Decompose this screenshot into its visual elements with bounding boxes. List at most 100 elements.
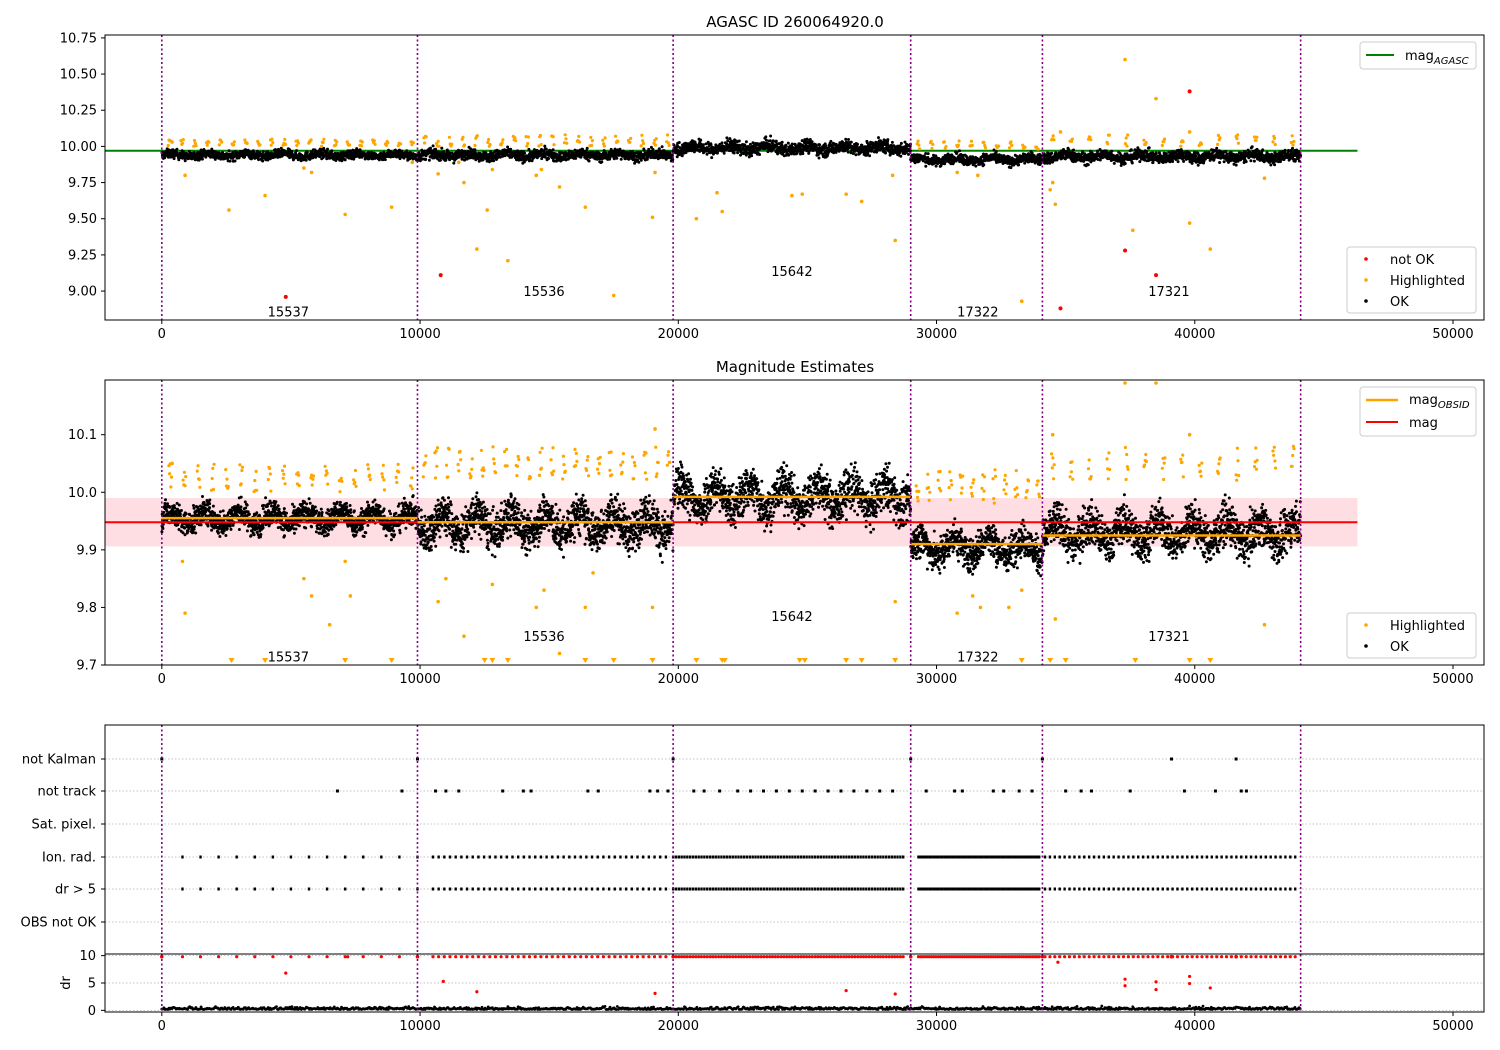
p1-ok-point-2797 bbox=[810, 140, 814, 144]
p1-highlighted-point-63 bbox=[360, 140, 364, 144]
p1-ok-point-2757 bbox=[801, 152, 805, 156]
p1-ok-point-749 bbox=[334, 159, 338, 162]
p1-ok-point-4433 bbox=[1190, 161, 1194, 165]
p1-ok-point-3106 bbox=[882, 148, 886, 151]
p1-ok-point-2477 bbox=[736, 151, 740, 155]
p1-ok-point-411 bbox=[256, 149, 259, 153]
p1-ok-point-2733 bbox=[795, 151, 799, 155]
p1-ok-point-2345 bbox=[705, 152, 709, 156]
panel-1-title: AGASC ID 260064920.0 bbox=[706, 13, 884, 31]
p1-ok-point-2619 bbox=[769, 134, 773, 138]
p1-ok-point-1151 bbox=[427, 158, 431, 162]
p1-ok-point-2103 bbox=[649, 156, 653, 160]
p1-ok-point-2696 bbox=[787, 153, 791, 157]
p1-ok-point-1780 bbox=[574, 156, 578, 160]
p1-ok-point-4171 bbox=[1129, 148, 1133, 152]
p1-ok-point-4145 bbox=[1123, 162, 1127, 165]
p1-ok-point-2993 bbox=[856, 142, 859, 146]
p1-ok-point-4248 bbox=[1147, 146, 1151, 150]
p1-ok-point-100 bbox=[183, 159, 187, 163]
p1-ok-point-3240 bbox=[913, 161, 917, 165]
p1-ok-point-4396 bbox=[1182, 159, 1186, 163]
p1-ok-point-52 bbox=[172, 157, 176, 161]
p1-ok-point-1561 bbox=[523, 151, 527, 155]
p1-ok-point-621 bbox=[304, 158, 308, 162]
p1-ok-point-2239 bbox=[680, 154, 684, 158]
panel-agasc: AGASC ID 260064920.0 1553715536156421732… bbox=[60, 13, 1485, 342]
p1-highlighted-point-67 bbox=[373, 142, 377, 146]
p1-highlighted-point-62 bbox=[359, 144, 364, 148]
p1-ok-point-3986 bbox=[1086, 163, 1090, 167]
p1-ok-point-460 bbox=[267, 151, 271, 155]
p1-ok-point-2712 bbox=[790, 142, 794, 146]
p1-highlighted-point-31 bbox=[258, 143, 262, 147]
p1-ok-point-1976 bbox=[619, 157, 623, 161]
p1-ok-point-1256 bbox=[452, 161, 456, 165]
p1-highlighted-point-23 bbox=[232, 140, 236, 144]
p1-ok-point-2094 bbox=[647, 147, 651, 151]
p1-ok-point-2695 bbox=[786, 141, 790, 145]
p1-highlighted-point-22 bbox=[232, 143, 236, 147]
p1-ok-point-891 bbox=[367, 150, 371, 154]
p1-highlighted-point-69 bbox=[384, 143, 388, 147]
p1-ok-point-2827 bbox=[817, 156, 821, 160]
p1-ok-point-2878 bbox=[829, 139, 833, 143]
p1-ok-point-2152 bbox=[660, 145, 664, 149]
p1-ok-point-4459 bbox=[1196, 163, 1200, 167]
p1-ok-point-4175 bbox=[1130, 161, 1134, 165]
p1-ok-point-3502 bbox=[974, 164, 978, 168]
p1-highlighted-point-7 bbox=[181, 138, 185, 142]
p1-highlighted-point-0 bbox=[166, 143, 170, 148]
p1-ok-point-2515 bbox=[744, 140, 748, 144]
p1-ok-point-853 bbox=[358, 148, 362, 152]
p1-highlighted-point-54 bbox=[334, 143, 338, 147]
p1-ok-point-2685 bbox=[784, 144, 788, 148]
p1-ok-point-4551 bbox=[1218, 161, 1222, 164]
p1-ok-point-838 bbox=[355, 147, 359, 151]
p1-ok-point-713 bbox=[326, 147, 329, 151]
p1-ok-point-2966 bbox=[849, 140, 853, 144]
p1-ok-point-3297 bbox=[926, 152, 930, 156]
p1-highlighted-point-83 bbox=[424, 135, 428, 139]
p1-ok-point-1172 bbox=[432, 156, 436, 160]
p1-ok-point-3053 bbox=[870, 149, 873, 153]
p1-ok-point-2598 bbox=[764, 135, 768, 139]
p1-ok-point-2954 bbox=[847, 138, 850, 141]
p1-ok-point-1178 bbox=[434, 147, 438, 151]
p1-ok-point-1647 bbox=[543, 144, 547, 148]
p1-ok-point-1167 bbox=[431, 144, 435, 148]
p1-ok-point-261 bbox=[221, 151, 225, 154]
p1-ok-point-2643 bbox=[774, 139, 778, 143]
p1-ok-point-3331 bbox=[934, 164, 938, 168]
p1-ok-point-2601 bbox=[764, 138, 768, 142]
p1-ok-point-2419 bbox=[722, 151, 726, 155]
p1-ok-point-1933 bbox=[609, 147, 613, 151]
p1-ok-point-2953 bbox=[846, 150, 850, 154]
p1-highlighted-point-91 bbox=[450, 142, 454, 146]
p1-ok-point-4279 bbox=[1154, 152, 1158, 156]
p1-ok-point-1135 bbox=[424, 157, 428, 161]
p1-ok-point-825 bbox=[352, 157, 356, 161]
p1-ok-point-1893 bbox=[600, 160, 604, 164]
p1-ok-point-3590 bbox=[994, 150, 998, 154]
p1-highlighted-point-79 bbox=[411, 141, 415, 145]
p1-ok-point-502 bbox=[277, 147, 280, 151]
p1-ok-point-2942 bbox=[844, 137, 848, 141]
p1-highlighted-point-39 bbox=[284, 142, 288, 146]
p1-highlighted-point-35 bbox=[271, 141, 275, 145]
p1-ok-point-1137 bbox=[424, 154, 428, 158]
p1-ok-point-3083 bbox=[877, 136, 880, 140]
p1-highlighted-point-81 bbox=[423, 141, 427, 145]
p1-ok-point-2537 bbox=[750, 154, 754, 158]
p1-ok-point-436 bbox=[261, 150, 265, 154]
p1-highlighted-point-55 bbox=[335, 140, 339, 144]
p1-ok-point-2410 bbox=[720, 141, 724, 145]
p1-ok-point-174 bbox=[200, 157, 204, 161]
p1-ok-point-3686 bbox=[1017, 163, 1021, 167]
p1-ok-point-3745 bbox=[1030, 151, 1034, 155]
p1-ok-point-1054 bbox=[405, 149, 409, 153]
p1-highlighted-point-43 bbox=[296, 141, 300, 145]
p1-ok-point-1579 bbox=[527, 147, 531, 151]
p1-ok-point-4686 bbox=[1249, 159, 1253, 163]
